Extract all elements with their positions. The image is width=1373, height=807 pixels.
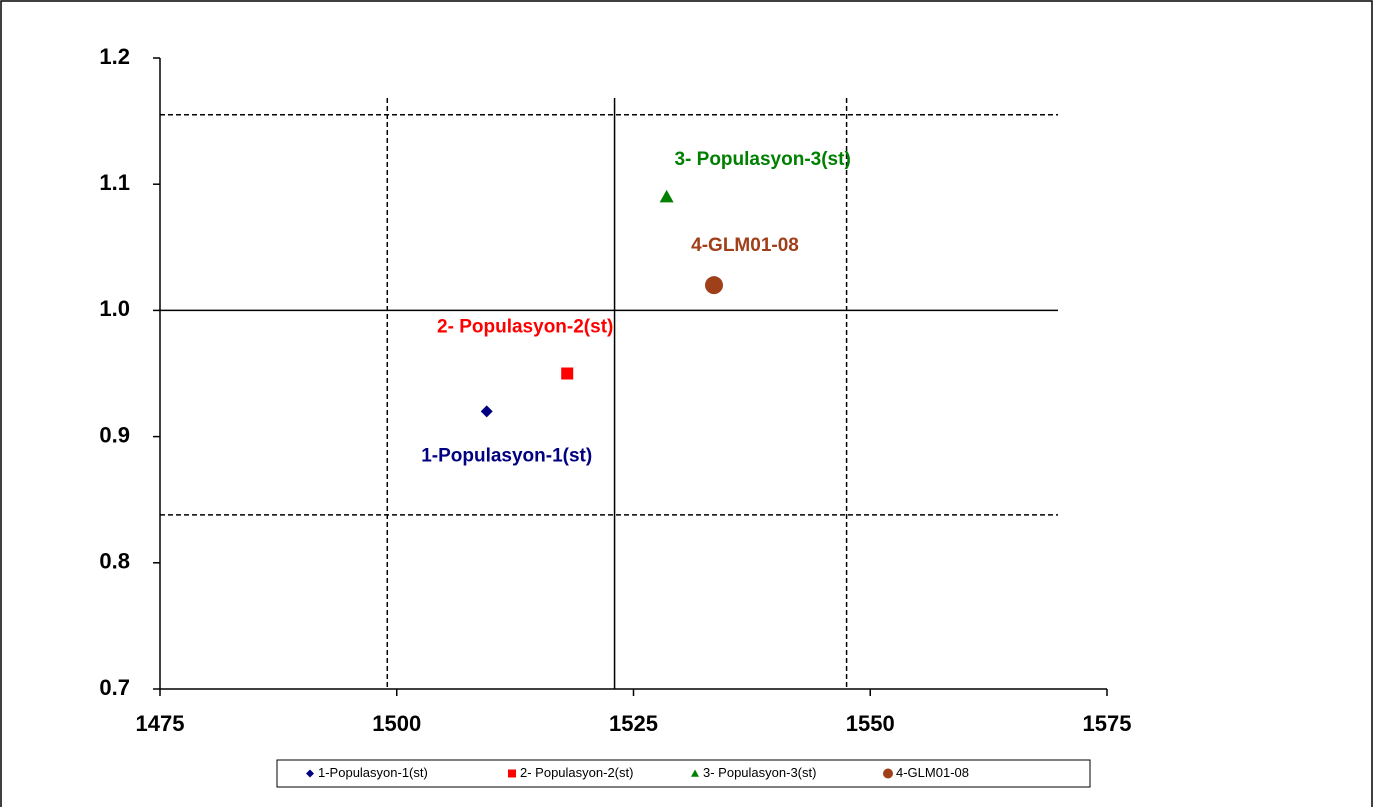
legend-marker [306, 769, 314, 778]
legend-label: 1-Populasyon-1(st) [318, 765, 428, 780]
y-tick-label: 1.1 [99, 170, 130, 195]
legend-label: 3- Populasyon-3(st) [703, 765, 816, 780]
y-tick-label: 1.0 [99, 296, 130, 321]
y-tick-label: 1.2 [99, 44, 130, 69]
x-tick-label: 1500 [372, 711, 421, 736]
x-tick-label: 1550 [846, 711, 895, 736]
y-tick-label: 0.9 [99, 422, 130, 447]
marker [480, 405, 493, 418]
marker [659, 189, 674, 203]
legend-label: 4-GLM01-08 [896, 765, 969, 780]
y-tick-label: 0.8 [99, 549, 130, 574]
legend-label: 2- Populasyon-2(st) [520, 765, 633, 780]
legend: 1-Populasyon-1(st) 2- Populasyon-2(st) 3- … [276, 759, 1091, 788]
marker [561, 367, 574, 380]
data-label: 4-GLM01-08 [691, 235, 799, 256]
data-label: 3- Populasyon-3(st) [674, 149, 850, 170]
y-tick-label: 0.7 [99, 675, 130, 700]
x-tick-label: 1475 [136, 711, 185, 736]
data-label: 2- Populasyon-2(st) [437, 317, 613, 338]
legend-marker [691, 769, 699, 777]
legend-marker [883, 768, 893, 779]
marker [704, 276, 723, 295]
x-tick-label: 1525 [609, 711, 658, 736]
legend-marker [508, 769, 516, 778]
data-label: 1-Populasyon-1(st) [421, 445, 592, 466]
legend-box [276, 759, 1091, 788]
x-tick-label: 1575 [1083, 711, 1132, 736]
